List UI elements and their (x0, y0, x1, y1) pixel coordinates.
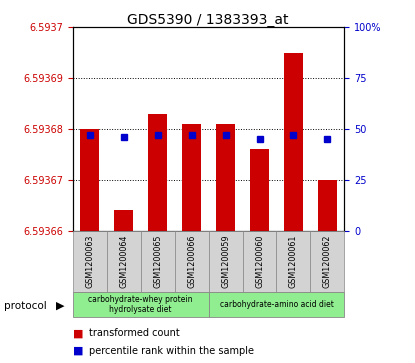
Bar (73, 292, 209, 317)
Text: percentile rank within the sample: percentile rank within the sample (89, 346, 254, 356)
Text: GSM1200064: GSM1200064 (119, 234, 128, 288)
Text: GDS5390 / 1383393_at: GDS5390 / 1383393_at (127, 13, 288, 27)
Bar (276, 231, 310, 292)
Bar (250, 149, 269, 231)
Bar (310, 231, 344, 292)
Bar (114, 210, 133, 231)
Text: ▶: ▶ (56, 301, 64, 311)
Bar (73, 231, 107, 292)
Text: GSM1200065: GSM1200065 (153, 234, 162, 288)
Bar (148, 114, 167, 231)
Bar (242, 231, 276, 292)
Bar (141, 231, 175, 292)
Text: GSM1200059: GSM1200059 (221, 234, 230, 288)
Bar (209, 292, 344, 317)
Text: transformed count: transformed count (89, 328, 180, 338)
Text: carbohydrate-whey protein
hydrolysate diet: carbohydrate-whey protein hydrolysate di… (88, 295, 193, 314)
Bar (216, 124, 235, 231)
Text: GSM1200066: GSM1200066 (187, 234, 196, 288)
Text: GSM1200061: GSM1200061 (289, 234, 298, 288)
Text: carbohydrate-amino acid diet: carbohydrate-amino acid diet (220, 300, 333, 309)
Bar (182, 124, 201, 231)
Bar (80, 129, 99, 231)
Text: GSM1200063: GSM1200063 (85, 234, 94, 288)
Bar (318, 180, 337, 231)
Text: GSM1200062: GSM1200062 (323, 234, 332, 288)
Bar (107, 231, 141, 292)
Text: ■: ■ (73, 346, 83, 356)
Bar (175, 231, 209, 292)
Text: ■: ■ (73, 328, 83, 338)
Text: protocol: protocol (4, 301, 47, 311)
Bar (284, 53, 303, 231)
Bar (209, 231, 242, 292)
Text: GSM1200060: GSM1200060 (255, 234, 264, 288)
